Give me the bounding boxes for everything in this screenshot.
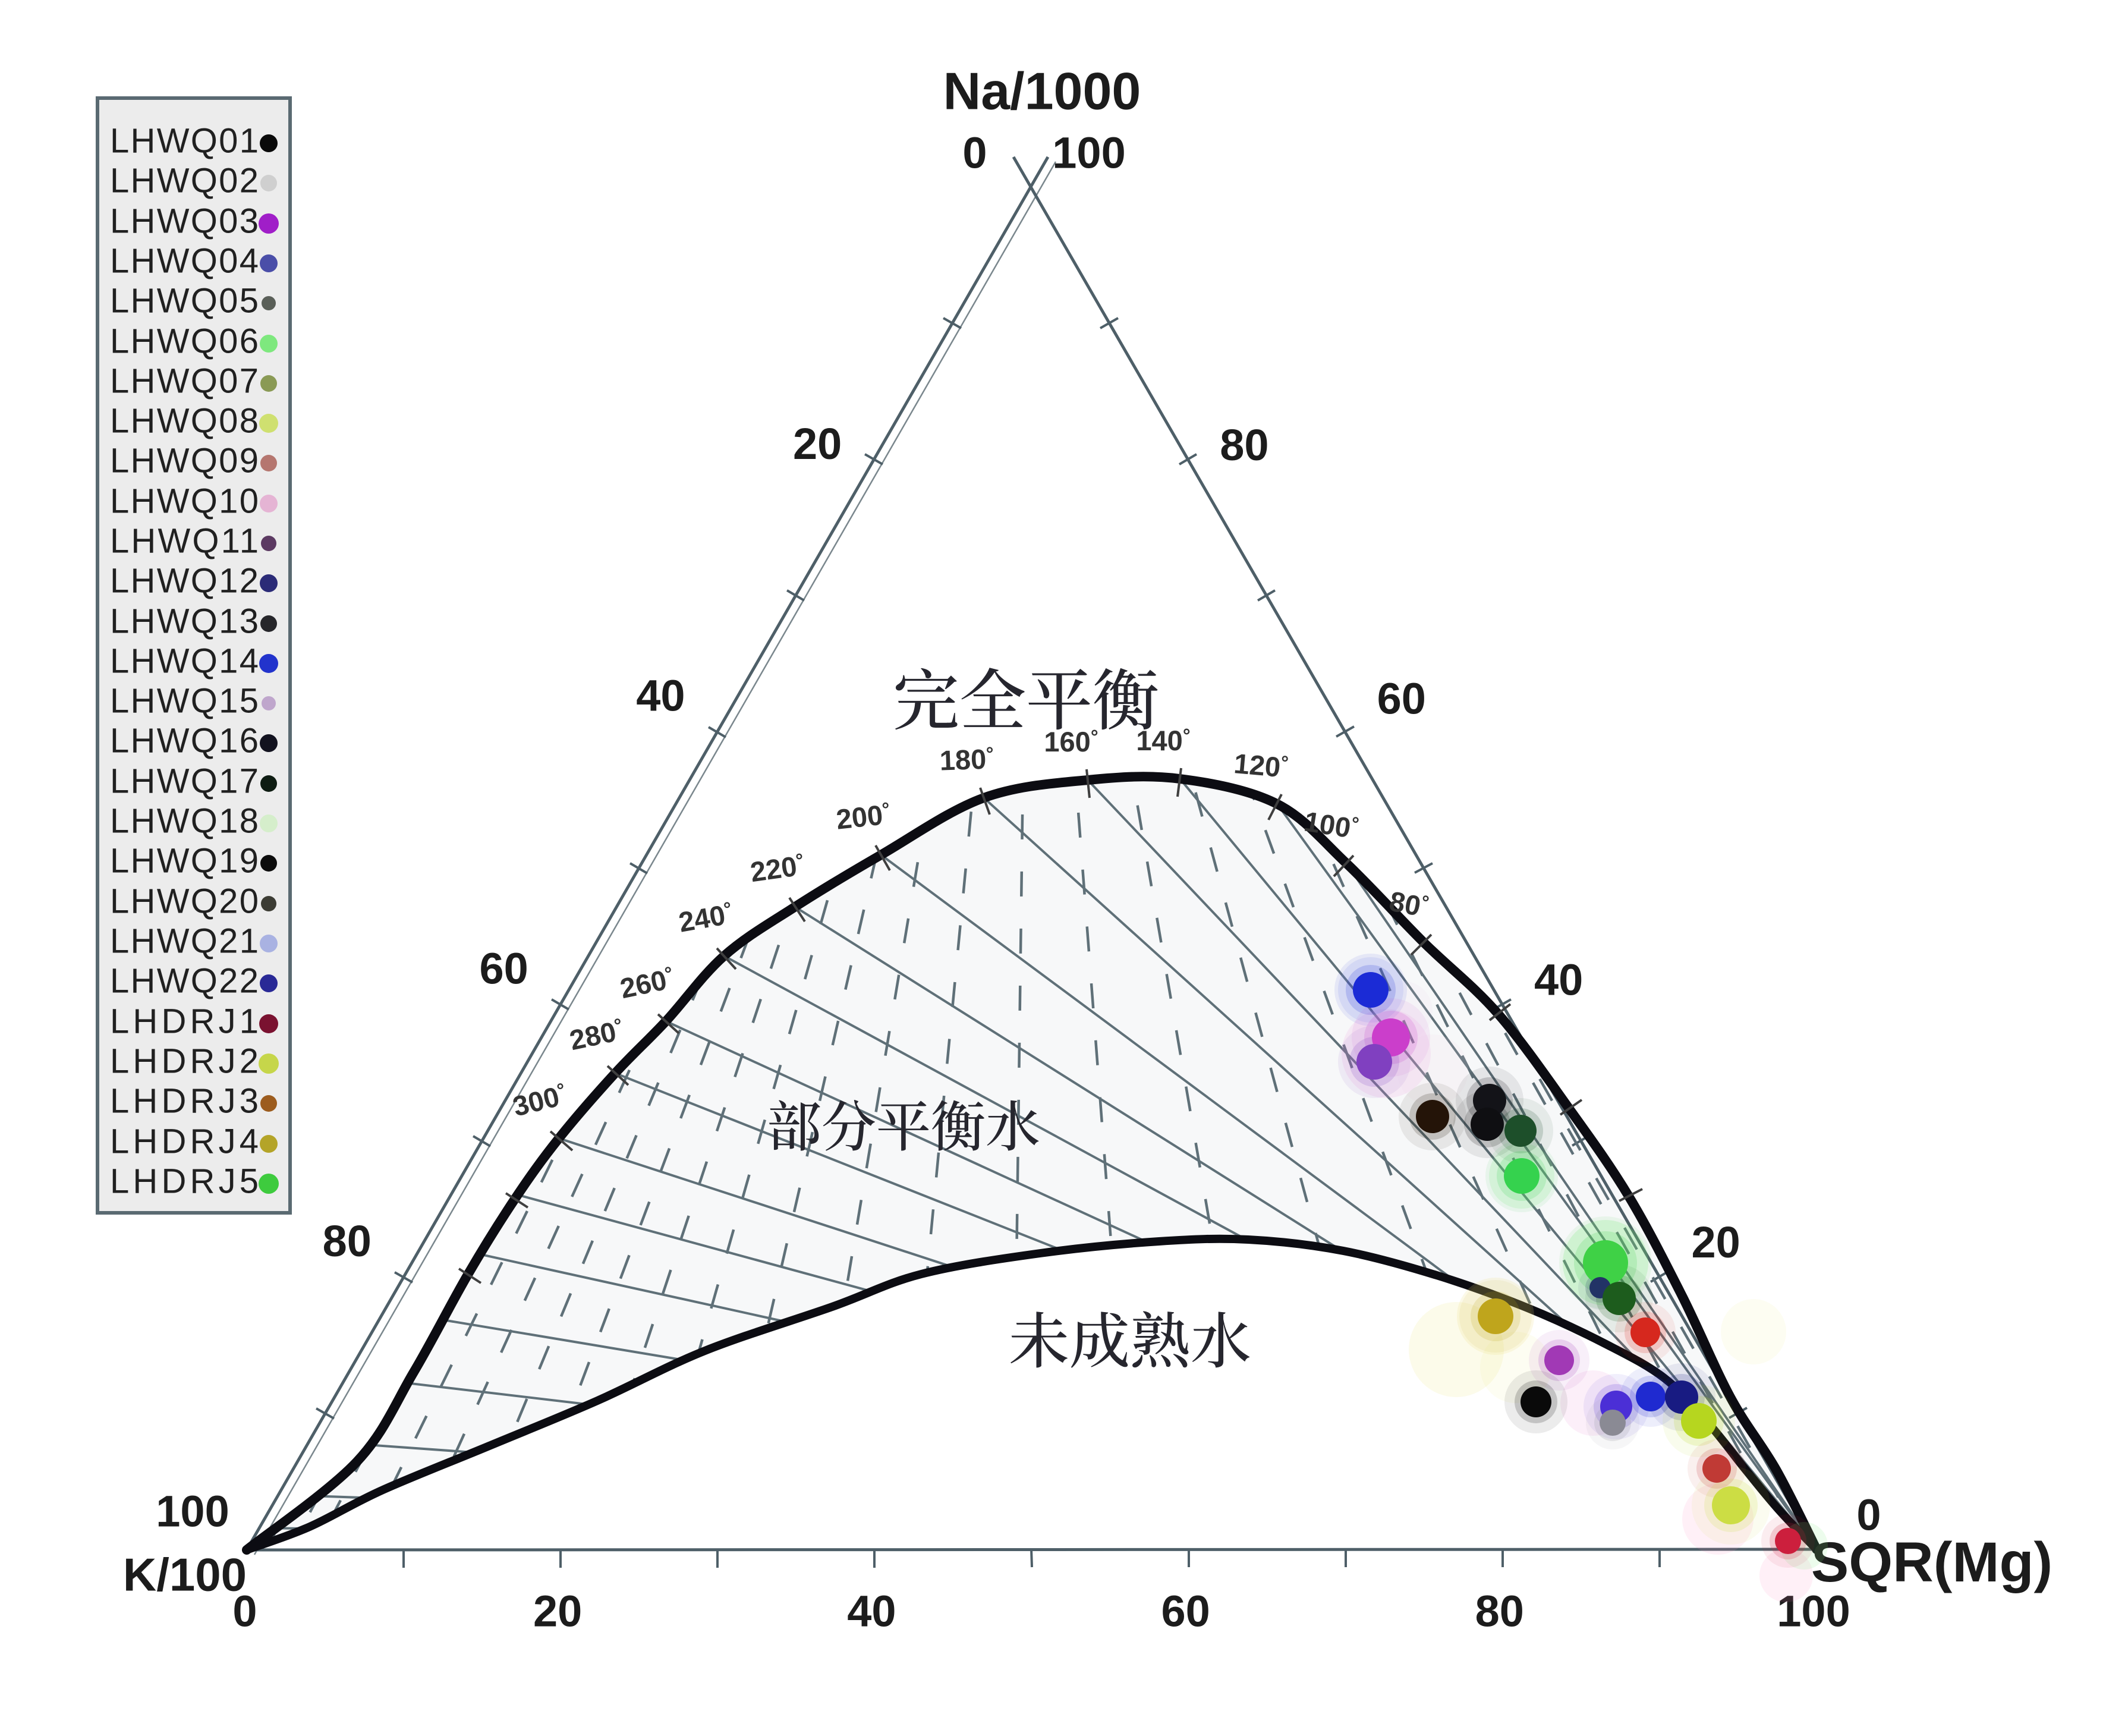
- svg-text:140°: 140°: [1136, 725, 1190, 756]
- svg-text:LHDRJ5: LHDRJ5: [110, 1162, 259, 1200]
- svg-text:LHWQ18: LHWQ18: [110, 801, 259, 840]
- svg-text:80: 80: [1475, 1587, 1524, 1636]
- svg-text:LHWQ14: LHWQ14: [110, 641, 259, 680]
- svg-text:Na/1000: Na/1000: [943, 61, 1141, 120]
- svg-text:60: 60: [1377, 674, 1426, 723]
- svg-text:LHWQ17: LHWQ17: [110, 762, 259, 800]
- svg-text:LHWQ19: LHWQ19: [110, 841, 259, 880]
- svg-text:160°: 160°: [1044, 726, 1098, 757]
- svg-text:LHWQ21: LHWQ21: [110, 922, 259, 960]
- svg-text:LHWQ12: LHWQ12: [110, 561, 259, 600]
- svg-text:20: 20: [1691, 1218, 1740, 1267]
- svg-text:LHWQ05: LHWQ05: [110, 281, 259, 320]
- svg-text:LHWQ20: LHWQ20: [110, 882, 259, 920]
- svg-text:180°: 180°: [939, 743, 994, 776]
- svg-text:LHWQ03: LHWQ03: [110, 202, 259, 240]
- svg-text:K/100: K/100: [123, 1549, 247, 1601]
- svg-text:100: 100: [156, 1487, 229, 1536]
- svg-text:LHWQ07: LHWQ07: [110, 361, 259, 400]
- svg-text:LHDRJ1: LHDRJ1: [110, 1002, 259, 1040]
- svg-text:LHWQ22: LHWQ22: [110, 961, 259, 1000]
- svg-text:LHDRJ3: LHDRJ3: [110, 1081, 259, 1120]
- svg-text:20: 20: [793, 419, 842, 468]
- svg-text:LHWQ02: LHWQ02: [110, 161, 259, 200]
- svg-text:LHWQ13: LHWQ13: [110, 602, 259, 640]
- svg-text:LHDRJ4: LHDRJ4: [110, 1122, 259, 1161]
- svg-text:100: 100: [1052, 128, 1125, 178]
- svg-text:SQR(Mg): SQR(Mg): [1811, 1531, 2053, 1594]
- svg-text:20: 20: [533, 1587, 582, 1636]
- svg-text:40: 40: [1534, 955, 1583, 1005]
- svg-text:0: 0: [962, 128, 987, 178]
- svg-text:LHDRJ2: LHDRJ2: [110, 1042, 259, 1080]
- svg-text:80: 80: [1220, 420, 1268, 470]
- svg-text:LHWQ08: LHWQ08: [110, 401, 259, 440]
- svg-text:100: 100: [1777, 1587, 1850, 1636]
- svg-text:LHWQ11: LHWQ11: [110, 521, 259, 560]
- svg-text:LHWQ06: LHWQ06: [110, 322, 259, 360]
- svg-text:60: 60: [479, 944, 528, 993]
- svg-text:0: 0: [232, 1587, 257, 1636]
- svg-text:40: 40: [636, 671, 685, 721]
- svg-text:LHWQ15: LHWQ15: [110, 681, 259, 720]
- svg-text:0: 0: [1856, 1490, 1881, 1540]
- svg-text:60: 60: [1161, 1587, 1210, 1636]
- svg-text:80: 80: [323, 1216, 372, 1266]
- svg-text:220°: 220°: [748, 849, 807, 888]
- svg-text:LHWQ09: LHWQ09: [110, 441, 259, 480]
- svg-text:LHWQ01: LHWQ01: [110, 121, 259, 160]
- svg-text:40: 40: [847, 1587, 896, 1636]
- svg-text:200°: 200°: [835, 798, 892, 835]
- svg-text:LHWQ16: LHWQ16: [110, 721, 259, 760]
- svg-text:LHWQ04: LHWQ04: [110, 241, 259, 280]
- svg-text:LHWQ10: LHWQ10: [110, 482, 259, 520]
